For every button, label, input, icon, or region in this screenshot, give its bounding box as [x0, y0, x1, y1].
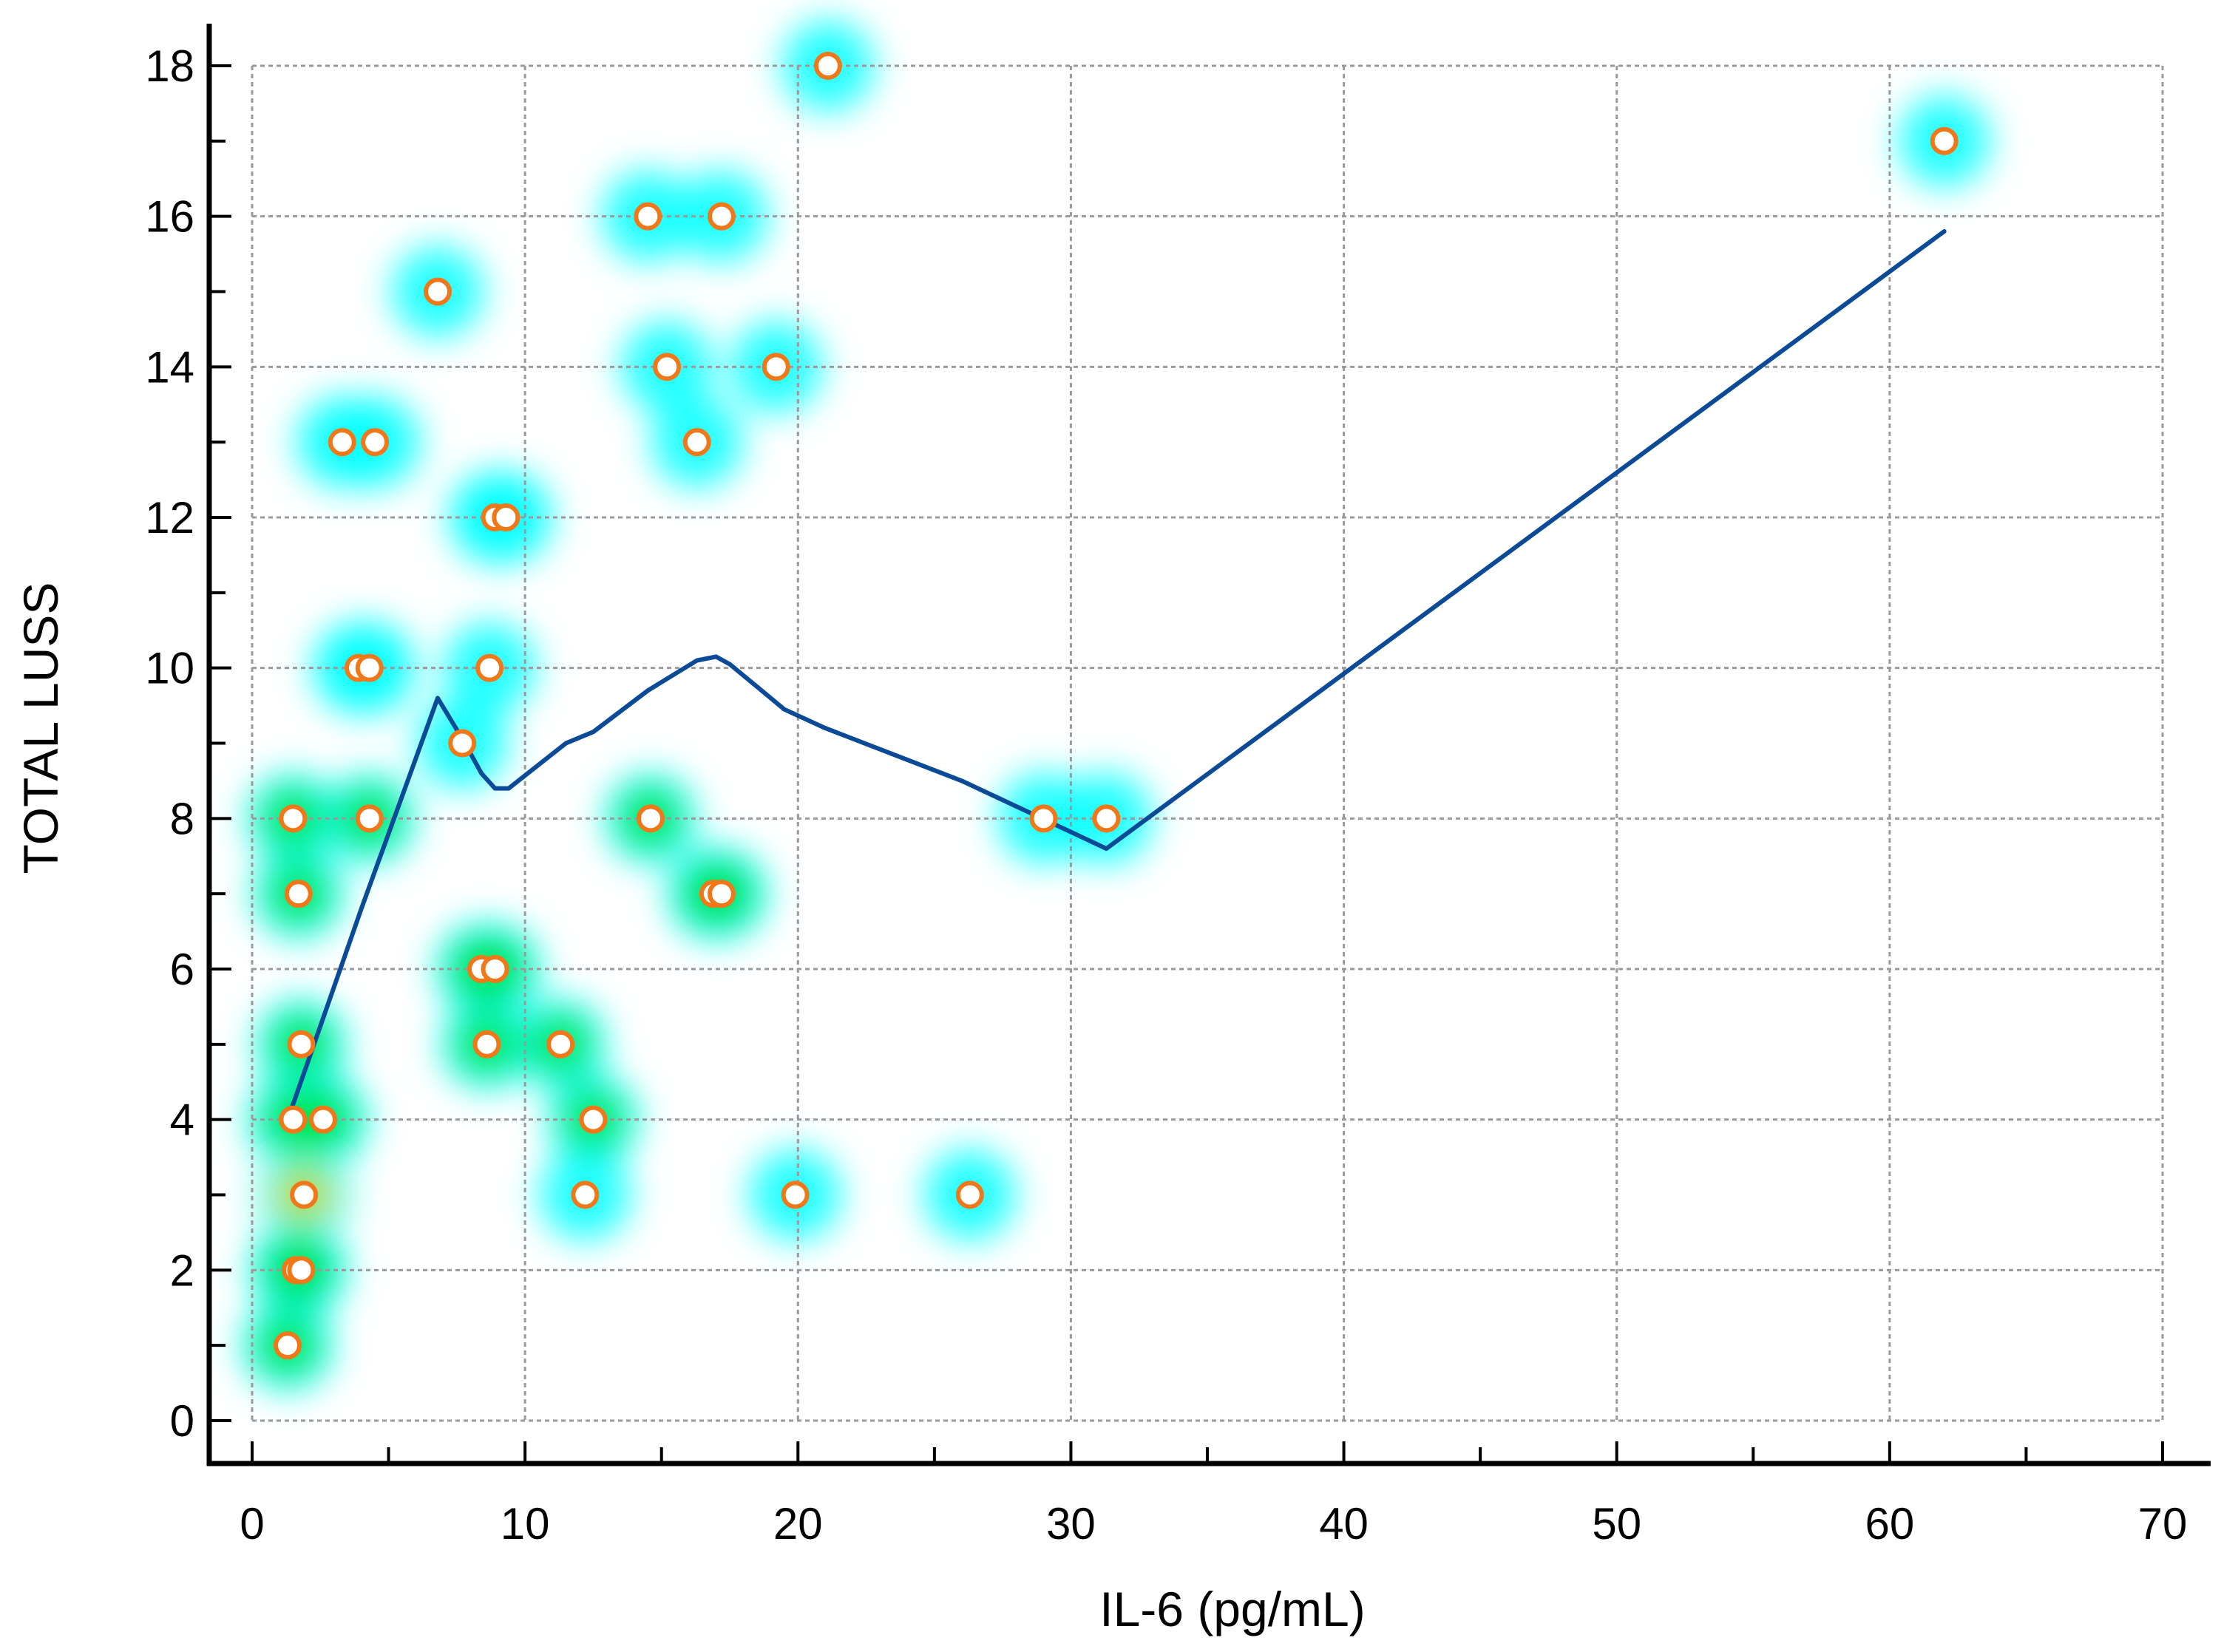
y-tick-label-3: 6	[170, 945, 194, 994]
grid-lines	[251, 64, 2164, 1422]
data-point-9	[682, 428, 711, 457]
data-point-14	[475, 653, 504, 682]
data-point-5	[653, 353, 682, 381]
x-tick-label-1: 10	[501, 1499, 550, 1549]
y-tick-label-9: 18	[145, 41, 194, 91]
axes: 0 2 4 6 8 10 12 14 16 18 0 10 20 30 40 50 60 70	[145, 24, 2211, 1549]
data-point-38	[273, 1331, 302, 1360]
x-tick-label-4: 40	[1319, 1499, 1369, 1549]
y-axis-title: TOTAL LUSS	[13, 582, 68, 874]
data-point-37	[287, 1256, 316, 1285]
data-point-13	[355, 653, 384, 682]
x-axis-title: IL-6 (pg/mL)	[1099, 1582, 1365, 1636]
data-point-19	[1029, 804, 1058, 833]
data-point-27	[472, 1030, 501, 1058]
data-point-4	[424, 277, 452, 306]
data-point-33	[571, 1180, 600, 1209]
x-tick-label-7: 70	[2138, 1499, 2188, 1549]
data-point-21	[284, 880, 313, 908]
y-tick-label-8: 16	[145, 192, 194, 242]
x-tick-label-2: 20	[773, 1499, 823, 1549]
data-point-7	[328, 428, 356, 457]
y-tick-label-1: 2	[170, 1245, 194, 1295]
y-tick-label-7: 14	[145, 342, 194, 392]
data-point-6	[762, 353, 790, 381]
data-point-23	[707, 880, 736, 908]
data-point-8	[361, 428, 390, 457]
data-point-17	[355, 804, 384, 833]
data-point-20	[1092, 804, 1121, 833]
data-point-11	[492, 503, 521, 531]
data-point-16	[279, 804, 308, 833]
x-tick-label-0: 0	[240, 1499, 264, 1549]
data-point-31	[579, 1105, 608, 1134]
data-point-35	[955, 1180, 984, 1209]
x-tick-label-5: 50	[1592, 1499, 1641, 1549]
data-point-34	[781, 1180, 810, 1209]
y-tick-label-4: 8	[170, 794, 194, 843]
y-tick-label-0: 0	[170, 1396, 194, 1446]
data-point-25	[481, 955, 509, 983]
data-point-32	[290, 1180, 319, 1209]
y-tick-label-6: 12	[145, 493, 194, 543]
data-point-28	[546, 1030, 575, 1058]
y-tick-label-2: 4	[170, 1095, 194, 1145]
x-tick-label-6: 60	[1865, 1499, 1914, 1549]
data-point-29	[279, 1105, 308, 1134]
data-point-26	[287, 1030, 316, 1058]
density-heatmap	[241, 20, 1990, 1392]
data-point-2	[634, 202, 662, 231]
x-tick-label-3: 30	[1046, 1499, 1096, 1549]
data-point-18	[636, 804, 665, 833]
data-points	[273, 52, 1959, 1360]
y-tick-label-5: 10	[145, 644, 194, 693]
data-point-3	[707, 202, 736, 231]
data-point-30	[308, 1105, 337, 1134]
data-point-1	[1930, 126, 1959, 155]
data-point-0	[813, 52, 842, 80]
data-point-15	[448, 729, 477, 758]
